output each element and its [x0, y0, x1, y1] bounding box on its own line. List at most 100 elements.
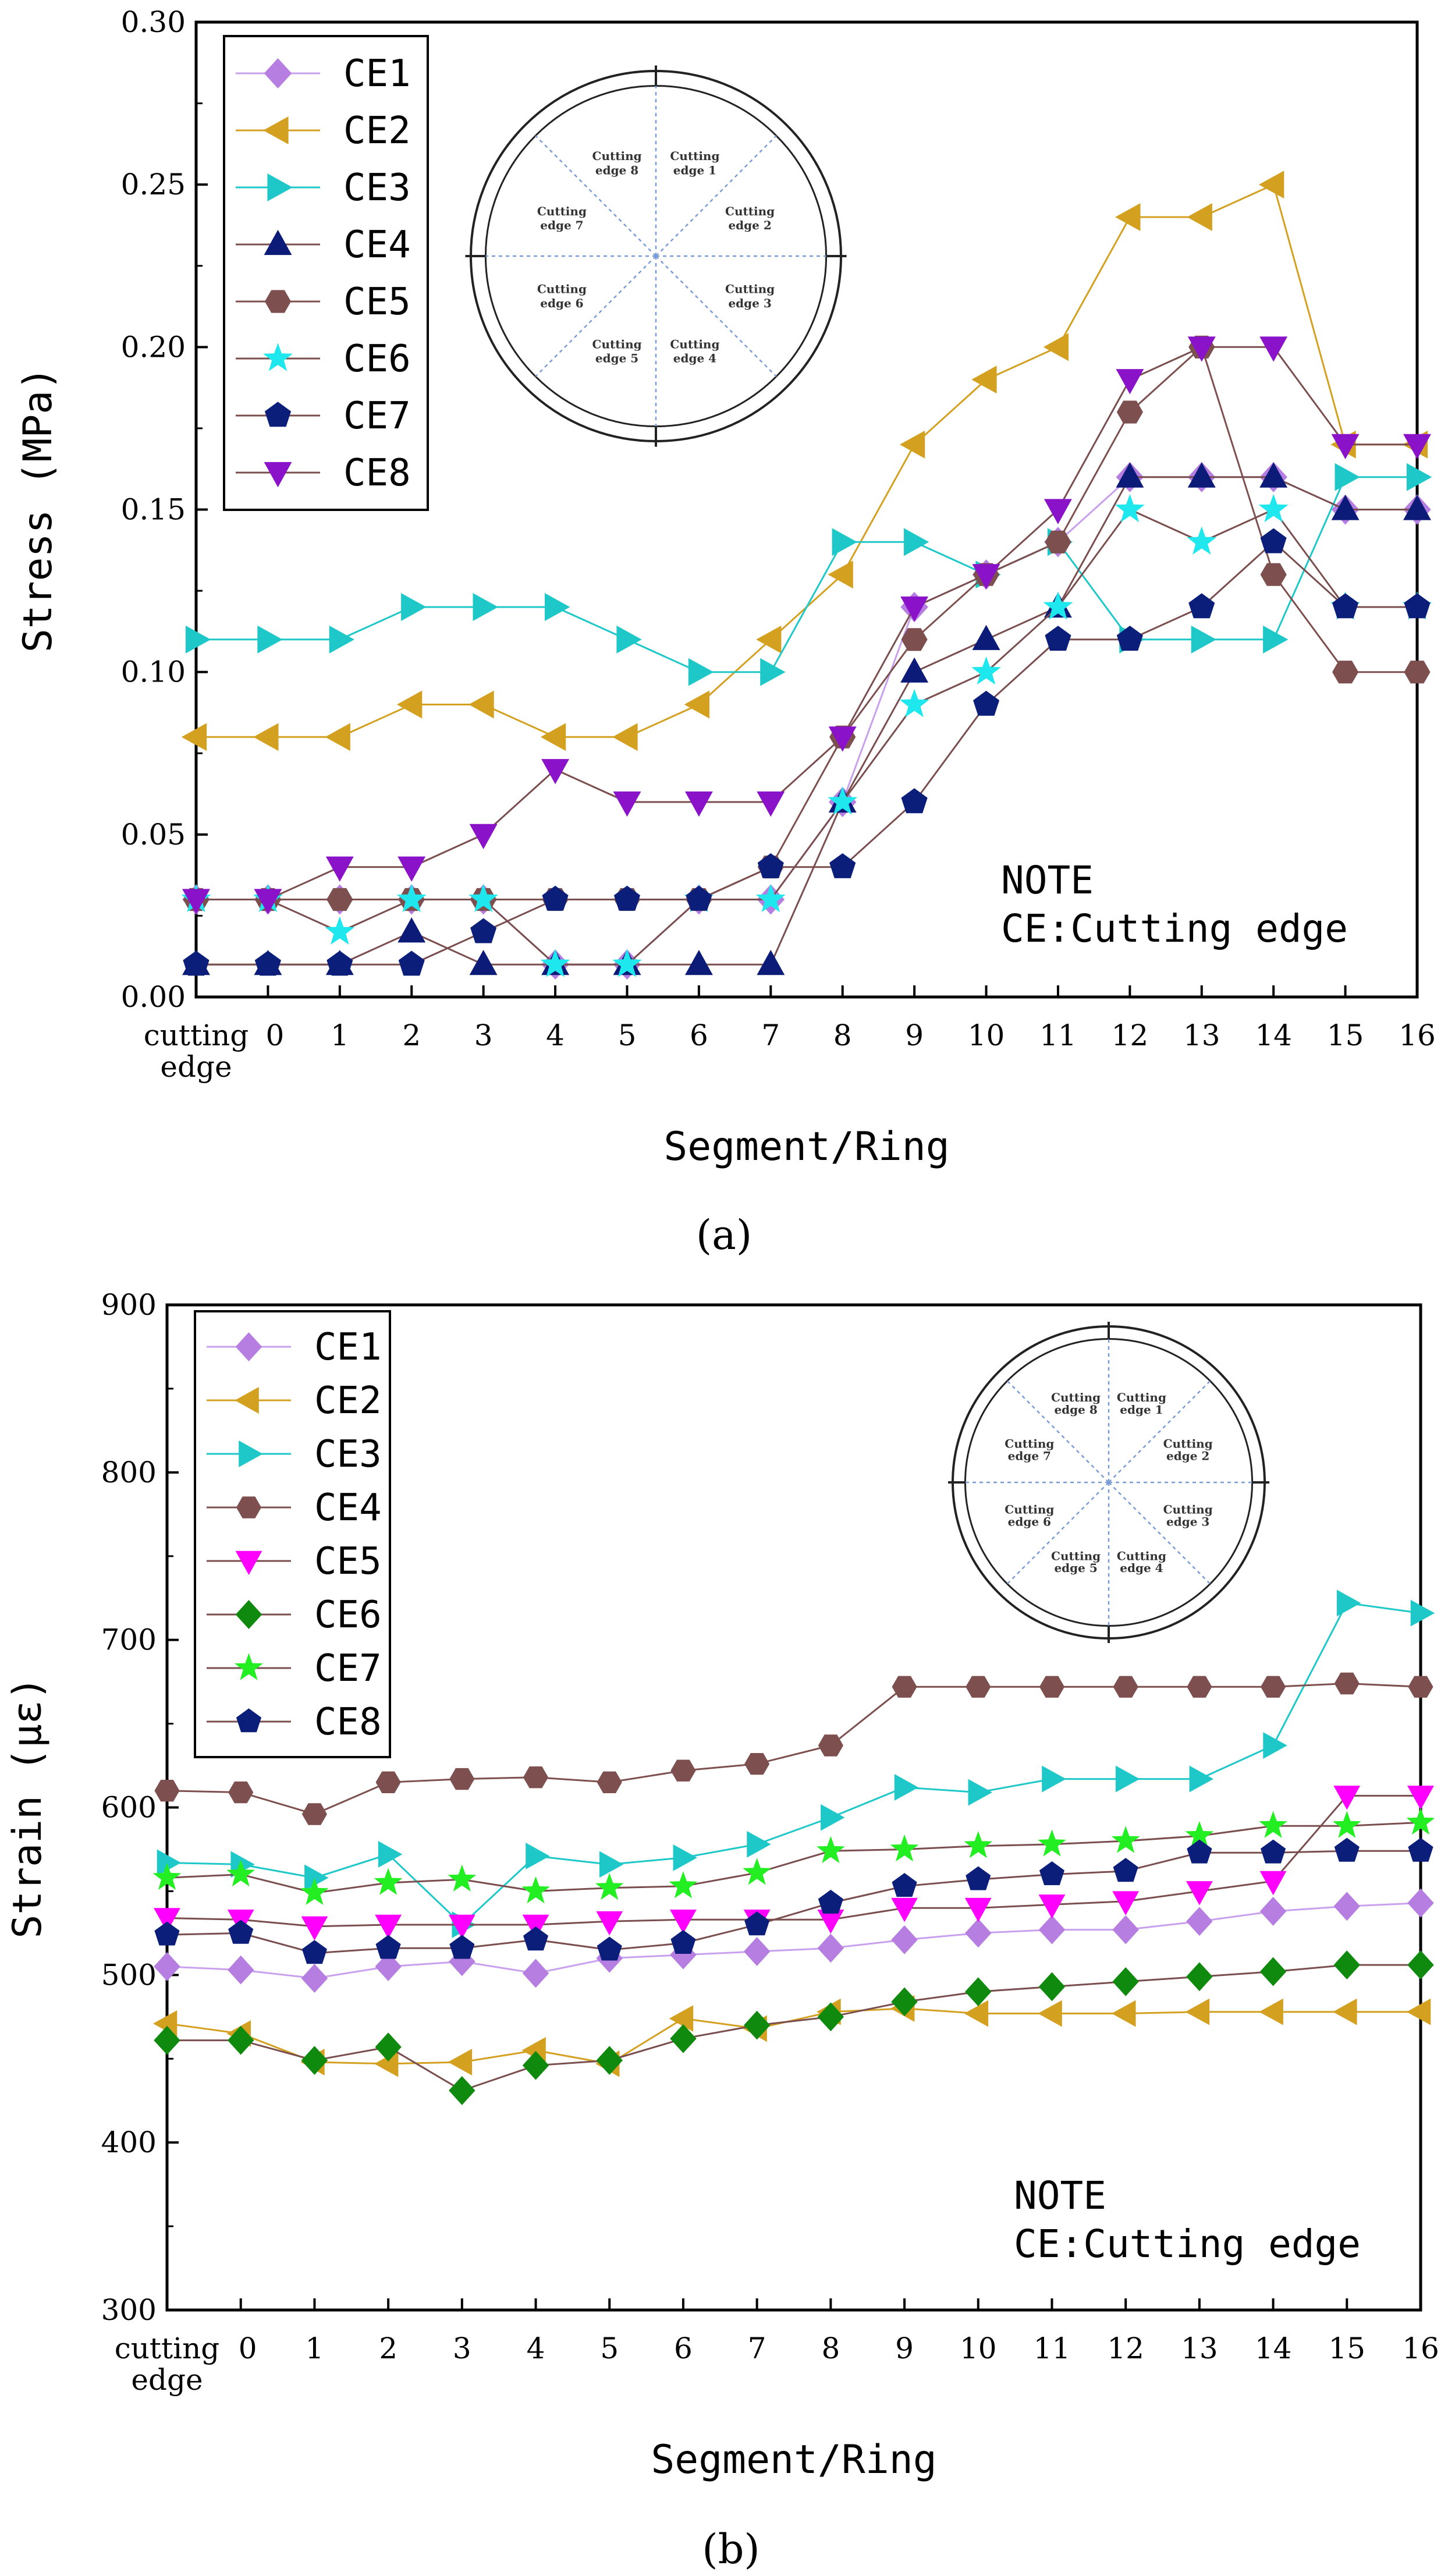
data-point: [448, 2049, 473, 2075]
data-point: [1331, 434, 1360, 460]
x-tick-label: 16: [1399, 1019, 1436, 1052]
data-point: [1410, 1599, 1435, 1627]
inset-divider: [1006, 1380, 1109, 1483]
legend-label: CE6: [343, 338, 411, 381]
inset-label-line2: edge 2: [1166, 1449, 1209, 1463]
data-point: [228, 1781, 254, 1804]
inset-label-line2: edge 6: [1008, 1514, 1051, 1528]
data-point: [375, 1771, 401, 1793]
data-point: [964, 1897, 992, 1922]
series-line: [166, 2007, 1421, 2065]
data-point: [892, 1873, 917, 1897]
data-point: [540, 949, 570, 977]
data-point: [972, 625, 1000, 650]
legend-label: CE5: [343, 281, 411, 324]
data-point: [329, 625, 355, 654]
data-point: [1038, 1915, 1066, 1945]
data-point: [1332, 593, 1359, 619]
data-point: [1259, 462, 1288, 488]
legend-label: CE2: [314, 1379, 382, 1422]
series-line: [166, 1602, 1421, 1926]
data-point: [757, 853, 784, 878]
note-text: CE:Cutting edge: [1014, 2222, 1361, 2266]
data-point: [670, 1759, 696, 1782]
data-point: [1111, 1826, 1140, 1853]
legend-label: CE7: [314, 1647, 382, 1690]
inset-label-line2: edge 6: [540, 296, 583, 310]
legend-marker: [264, 290, 292, 313]
x-tick-label: 6: [690, 1019, 708, 1052]
data-point: [597, 1771, 622, 1793]
data-point: [1407, 1786, 1434, 1810]
x-tick-label: 10: [968, 1019, 1005, 1052]
inset-label-line1: Cutting: [1005, 1437, 1054, 1451]
legend-marker: [263, 116, 289, 144]
inset-label-line1: Cutting: [1005, 1503, 1054, 1517]
data-point: [152, 1862, 182, 1890]
data-point: [743, 1858, 772, 1885]
inset-label-line2: edge 8: [1054, 1403, 1097, 1417]
x-tick-label: 4: [527, 2332, 545, 2365]
data-point: [154, 1780, 180, 1802]
data-point: [1186, 1962, 1213, 1992]
data-point: [1188, 593, 1215, 619]
x-tick-label: 14: [1255, 2332, 1292, 2365]
data-point: [1259, 1897, 1287, 1926]
y-tick-label: 500: [101, 1958, 157, 1992]
data-point: [254, 889, 282, 914]
data-point: [816, 1836, 845, 1864]
inset-label-line2: edge 7: [540, 218, 583, 232]
data-point: [398, 950, 425, 976]
data-point: [375, 1952, 402, 1981]
data-point: [401, 593, 427, 621]
data-point: [669, 1871, 698, 1899]
y-axis-label: Stress (MPa): [15, 367, 61, 652]
data-point: [597, 1936, 622, 1961]
series-ce6: [154, 1950, 1434, 2105]
y-tick-label: 400: [101, 2126, 157, 2159]
data-point: [1113, 1676, 1138, 1698]
data-point: [545, 593, 570, 621]
y-tick-label: 800: [101, 1456, 157, 1489]
y-tick-label: 700: [101, 1623, 157, 1657]
series-line: [166, 1902, 1421, 1979]
x-tick-label: 10: [960, 2332, 997, 2365]
data-point: [1116, 369, 1144, 395]
series-line: [196, 476, 1417, 966]
x-tick-label: 11: [1034, 2332, 1071, 2365]
data-point: [1408, 1676, 1433, 1698]
data-point: [964, 2000, 989, 2027]
data-point: [599, 1851, 624, 1878]
data-point: [966, 1676, 991, 1698]
legend-marker: [262, 343, 293, 371]
data-point: [398, 917, 426, 943]
series-ce8: [154, 1837, 1433, 1964]
data-point: [828, 786, 858, 815]
data-point: [540, 723, 566, 751]
data-point: [894, 1774, 919, 1801]
legend-label: CE2: [343, 109, 411, 152]
data-point: [1044, 499, 1072, 524]
data-point: [1112, 2000, 1136, 2027]
data-point: [1113, 1858, 1138, 1882]
y-tick-label: 0.00: [121, 980, 186, 1014]
data-point: [1403, 495, 1431, 520]
data-point: [1335, 463, 1360, 491]
data-point: [1261, 1676, 1286, 1698]
y-tick-label: 0.20: [121, 330, 186, 364]
x-tick-label: 5: [600, 2332, 619, 2365]
inset-label-line1: Cutting: [1117, 1390, 1166, 1404]
data-point: [526, 1843, 550, 1869]
data-point: [1333, 1786, 1361, 1810]
data-point: [1112, 1967, 1139, 1996]
data-point: [325, 856, 354, 882]
x-axis-label: Segment/Ring: [663, 1124, 949, 1170]
series-ce7: [183, 528, 1431, 976]
data-point: [818, 1889, 843, 1914]
data-point: [228, 1919, 254, 1944]
data-point: [470, 918, 497, 943]
data-point: [1116, 462, 1144, 488]
data-point: [183, 950, 210, 976]
data-point: [891, 1897, 918, 1922]
series-ce8: [182, 336, 1431, 914]
